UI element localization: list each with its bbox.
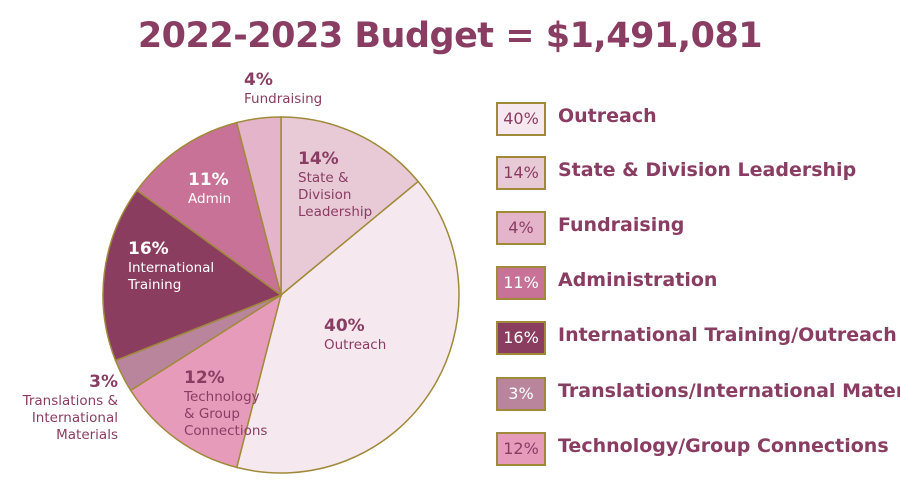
pie-slice-outreach	[235, 180, 460, 474]
slice-percent: 11%	[188, 170, 229, 190]
chart-title: 2022-2023 Budget = $1,491,081	[137, 16, 763, 56]
slice-label-line: State &	[298, 170, 349, 186]
pie-slice-technology-group-connections	[129, 293, 283, 469]
slice-label-line: Outreach	[324, 337, 386, 353]
slice-label-line: Training	[127, 277, 181, 293]
pie-slice-international-training-outreach	[102, 189, 283, 362]
slice-label-line: Translations &	[22, 393, 119, 409]
legend-swatch: 11%	[496, 266, 546, 300]
slice-percent: 16%	[128, 239, 169, 259]
legend-item-translations: 3% Translations/International Materials	[496, 375, 900, 413]
slice-label-line: Technology	[183, 389, 260, 405]
slice-label-administration: 11%Admin	[188, 170, 231, 207]
legend-swatch: 12%	[496, 432, 546, 466]
legend-item-international-training: 16% International Training/Outreach	[496, 319, 897, 357]
slice-percent: 12%	[184, 368, 225, 388]
legend-item-fundraising: 4% Fundraising	[496, 209, 896, 247]
legend-label: Technology/Group Connections	[558, 435, 889, 457]
legend-swatch: 40%	[496, 102, 546, 136]
legend-swatch: 14%	[496, 156, 546, 190]
legend-label: International Training/Outreach	[558, 324, 897, 346]
legend-item-administration: 11% Administration	[496, 264, 896, 302]
slice-label-line: Division	[298, 187, 352, 203]
slice-label-line: Admin	[188, 191, 231, 207]
legend-item-technology: 12% Technology/Group Connections	[496, 430, 896, 468]
legend-item-outreach: 40% Outreach	[496, 100, 896, 138]
legend-label: State & Division Leadership	[558, 159, 857, 181]
slice-label-line: Fundraising	[244, 91, 322, 107]
legend-swatch: 3%	[496, 377, 546, 411]
pie-slice-fundraising	[235, 116, 282, 296]
slice-label-outreach: 40%Outreach	[324, 316, 386, 353]
pie-slice-administration	[135, 121, 283, 297]
pie-slice-state-division-leadership	[280, 116, 420, 297]
legend-item-state-division-leadership: 14% State & Division Leadership	[496, 154, 896, 192]
slice-label-line: International	[32, 410, 118, 426]
legend-swatch: 4%	[496, 211, 546, 245]
legend-label: Fundraising	[558, 214, 685, 236]
legend-swatch: 16%	[496, 321, 546, 355]
slice-percent: 4%	[244, 70, 273, 90]
slice-label-line: & Group	[184, 406, 240, 422]
slice-label-line: Materials	[56, 427, 118, 443]
slice-label-fundraising: 4%Fundraising	[244, 70, 322, 107]
slice-percent: 40%	[324, 316, 365, 336]
slice-label-line: Leadership	[298, 204, 372, 220]
legend-label: Administration	[558, 269, 718, 291]
legend-label: Translations/International Materials	[558, 380, 900, 402]
slice-label-line: International	[128, 260, 214, 276]
slice-percent: 14%	[298, 149, 339, 169]
slice-percent: 3%	[89, 372, 118, 392]
legend-label: Outreach	[558, 105, 657, 127]
slice-label-line: Connections	[184, 423, 267, 439]
